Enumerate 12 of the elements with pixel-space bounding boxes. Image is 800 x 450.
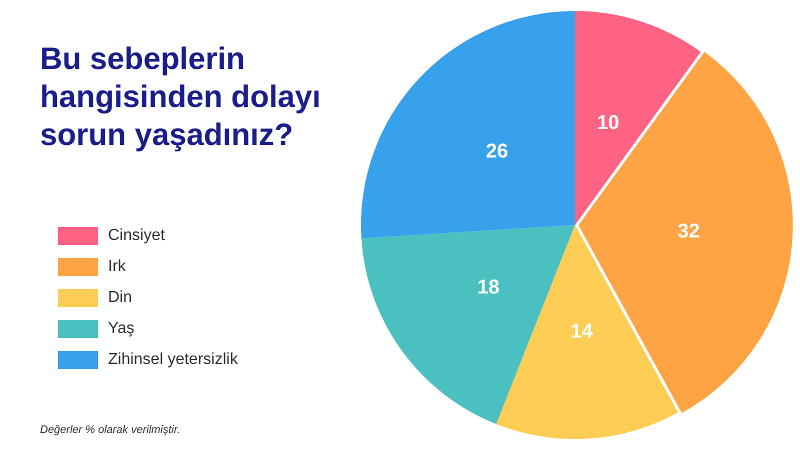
text: Bu sebeplerin hangisinden dolayı sorun yaşadınız? (40, 40, 322, 154)
legend-label: Cinsiyet (108, 226, 165, 244)
data-label: 18 (477, 276, 500, 298)
legend-label: Zihinsel yetersizlik (108, 350, 238, 368)
legend-label: Yaş (108, 320, 134, 338)
data-label: 26 (486, 140, 508, 162)
data-label: 14 (570, 320, 594, 342)
legend-label: Din (108, 288, 132, 306)
data-label: 32 (678, 220, 700, 243)
text: Değerler % olarak verilmiştir. (40, 424, 180, 436)
legend-label: Irk (108, 258, 126, 276)
data-label: 10 (596, 112, 620, 134)
